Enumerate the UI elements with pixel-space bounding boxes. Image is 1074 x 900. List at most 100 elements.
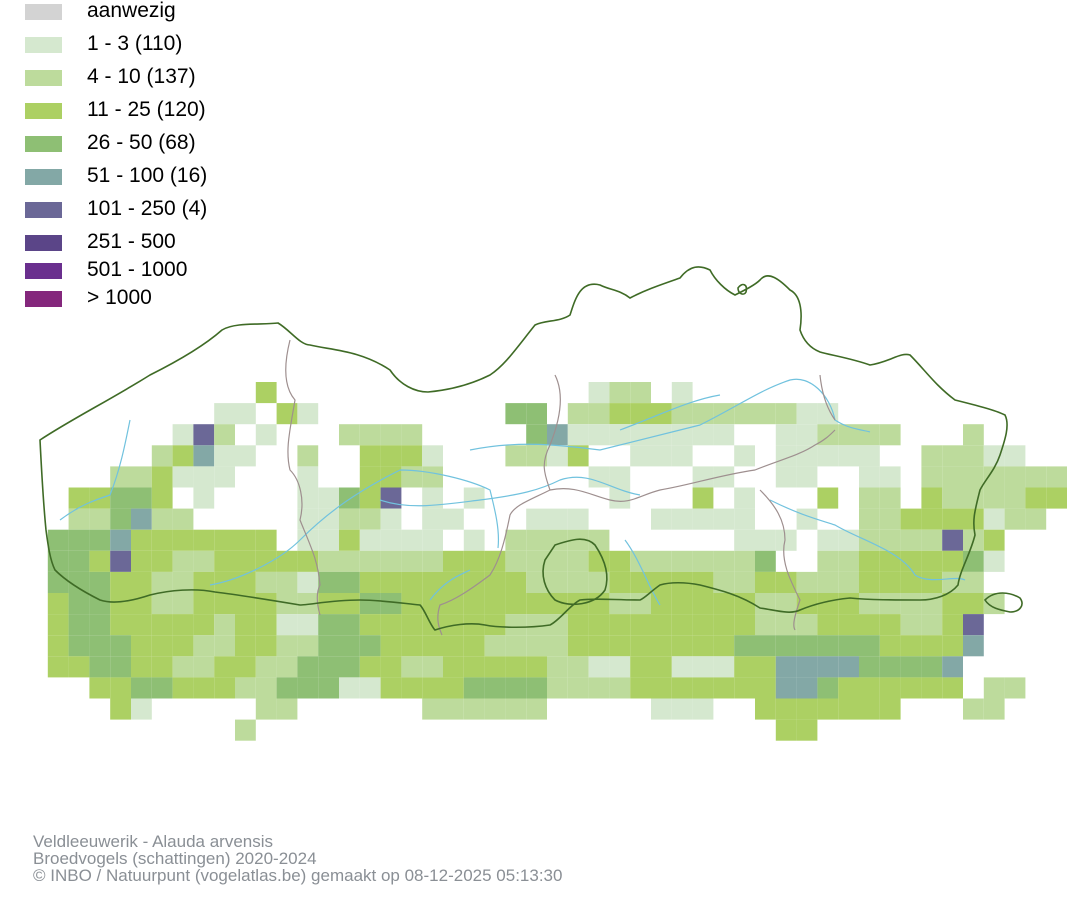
legend-label: 11 - 25 (120) [87, 98, 206, 121]
grid-cell [235, 719, 256, 741]
legend-swatch [25, 291, 62, 307]
grid-cell [214, 593, 235, 615]
grid-cell [297, 445, 319, 467]
grid-cell [713, 635, 735, 657]
grid-cell [47, 614, 69, 636]
grid-cell [859, 677, 880, 699]
grid-cell [963, 424, 984, 446]
grid-cell [359, 635, 381, 657]
grid-cell [47, 656, 69, 678]
grid-cell [921, 445, 943, 467]
grid-cell [588, 635, 610, 657]
grid-cell [380, 656, 402, 678]
grid-cell [879, 571, 901, 593]
grid-cell [131, 508, 152, 530]
grid-cell [609, 656, 631, 678]
grid-cell [151, 466, 173, 488]
legend-item-501-1000: 501 - 1000 [25, 259, 325, 281]
grid-cell [484, 698, 506, 720]
grid-cell [47, 529, 69, 551]
grid-cell [68, 571, 90, 593]
grid-cell [151, 656, 173, 678]
grid-cell [859, 635, 880, 657]
grid-cell [879, 614, 901, 636]
grid-cell [692, 487, 714, 509]
grid-cell [380, 508, 402, 530]
grid-cell [235, 571, 256, 593]
grid-cell [942, 593, 963, 615]
grid-cell [859, 445, 880, 467]
grid-cell [567, 403, 589, 425]
grid-cell [921, 487, 943, 509]
grid-cell [131, 529, 152, 551]
grid-cell [859, 571, 880, 593]
grid-cell [172, 529, 194, 551]
grid-cell [692, 656, 714, 678]
grid-cell [297, 614, 319, 636]
grid-cell [276, 571, 298, 593]
grid-cell [505, 698, 527, 720]
grid-cell [47, 593, 69, 615]
grid-cell [651, 656, 672, 678]
grid-cell [151, 487, 173, 509]
grid-cell [131, 466, 152, 488]
grid-cell [255, 614, 277, 636]
grid-cell [526, 677, 547, 699]
grid-cell [671, 614, 693, 636]
grid-cell [796, 656, 818, 678]
grid-cell [110, 677, 131, 699]
grid-cell [651, 550, 672, 572]
grid-cell [838, 424, 859, 446]
legend-item-11-25: 11 - 25 (120) [25, 98, 325, 121]
grid-cell [983, 487, 1005, 509]
grid-cell [68, 550, 90, 572]
grid-cell [588, 677, 610, 699]
grid-cell [859, 550, 880, 572]
grid-cell [255, 571, 277, 593]
grid-cell [401, 550, 423, 572]
grid-cell [110, 466, 131, 488]
grid-cell [172, 571, 194, 593]
grid-cell [214, 656, 235, 678]
grid-cell [422, 593, 443, 615]
grid-cell [734, 614, 755, 636]
grid-cell [692, 424, 714, 446]
grid-cell [734, 656, 755, 678]
grid-cell [131, 635, 152, 657]
grid-cell [151, 445, 173, 467]
grid-cell [817, 487, 839, 509]
grid-cell [983, 508, 1005, 530]
grid-cell [463, 529, 485, 551]
grid-cell [193, 466, 215, 488]
grid-cell [755, 656, 776, 678]
grid-cell [547, 656, 568, 678]
grid-cell [526, 550, 547, 572]
grid-cell [963, 698, 984, 720]
grid-cell [817, 677, 839, 699]
grid-cell [838, 550, 859, 572]
grid-cell [775, 677, 797, 699]
grid-cell [796, 614, 818, 636]
grid-cell [214, 466, 235, 488]
grid-cell [713, 593, 735, 615]
grid-cell [526, 635, 547, 657]
grid-cell [796, 635, 818, 657]
grid-cell [859, 614, 880, 636]
grid-cell [651, 445, 672, 467]
legend-label: 51 - 100 (16) [87, 164, 208, 187]
grid-cell [526, 424, 547, 446]
grid-cell [422, 508, 443, 530]
grid-cell [255, 677, 277, 699]
grid-cell [755, 571, 776, 593]
grid-cell [713, 508, 735, 530]
grid-cell [755, 614, 776, 636]
grid-cell [131, 698, 152, 720]
grid-cell [609, 487, 631, 509]
grid-cell [879, 487, 901, 509]
grid-cell [380, 529, 402, 551]
grid-cell [193, 656, 215, 678]
grid-cell [921, 529, 943, 551]
grid-cell [775, 403, 797, 425]
grid-cell [942, 445, 963, 467]
